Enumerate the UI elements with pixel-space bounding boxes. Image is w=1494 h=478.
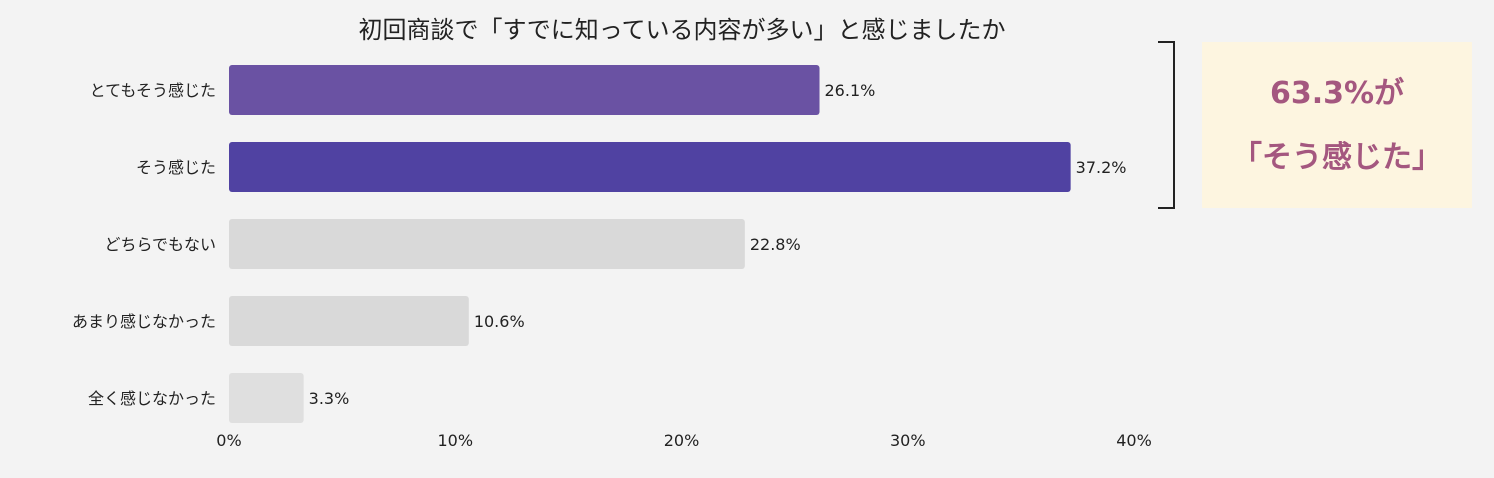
x-tick-label: 10% [437, 431, 473, 450]
value-labels: 26.1% 37.2% 22.8% 10.6% 3.3% [309, 81, 1127, 408]
category-label: そう感じた [136, 158, 216, 177]
bracket [1158, 41, 1175, 209]
x-tick-label: 0% [216, 431, 241, 450]
callout-label: 「そう感じた」 [1232, 140, 1442, 175]
bar-1 [229, 65, 820, 115]
value-label: 10.6% [474, 312, 525, 331]
chart-title: 初回商談で「すでに知っている内容が多い」と感じましたか [358, 16, 1005, 44]
bar-3 [229, 219, 745, 269]
summary-callout: 63.3%が 「そう感じた」 [1202, 42, 1472, 208]
x-tick-label: 20% [664, 431, 700, 450]
category-label: とてもそう感じた [90, 81, 216, 100]
callout-percent: 63.3%が [1269, 76, 1405, 111]
value-label: 22.8% [750, 235, 801, 254]
x-tick-label: 40% [1116, 431, 1152, 450]
bar-5 [229, 373, 304, 423]
x-tick-label: 30% [890, 431, 926, 450]
category-label: あまり感じなかった [72, 312, 216, 331]
bar-4 [229, 296, 469, 346]
bar-2 [229, 142, 1071, 192]
bars [229, 65, 1071, 423]
x-axis-ticks: 0% 10% 20% 30% 40% [216, 431, 1151, 450]
value-label: 26.1% [825, 81, 876, 100]
value-label: 3.3% [309, 389, 350, 408]
category-label: どちらでもない [104, 235, 216, 254]
category-label: 全く感じなかった [88, 389, 216, 408]
value-label: 37.2% [1076, 158, 1127, 177]
